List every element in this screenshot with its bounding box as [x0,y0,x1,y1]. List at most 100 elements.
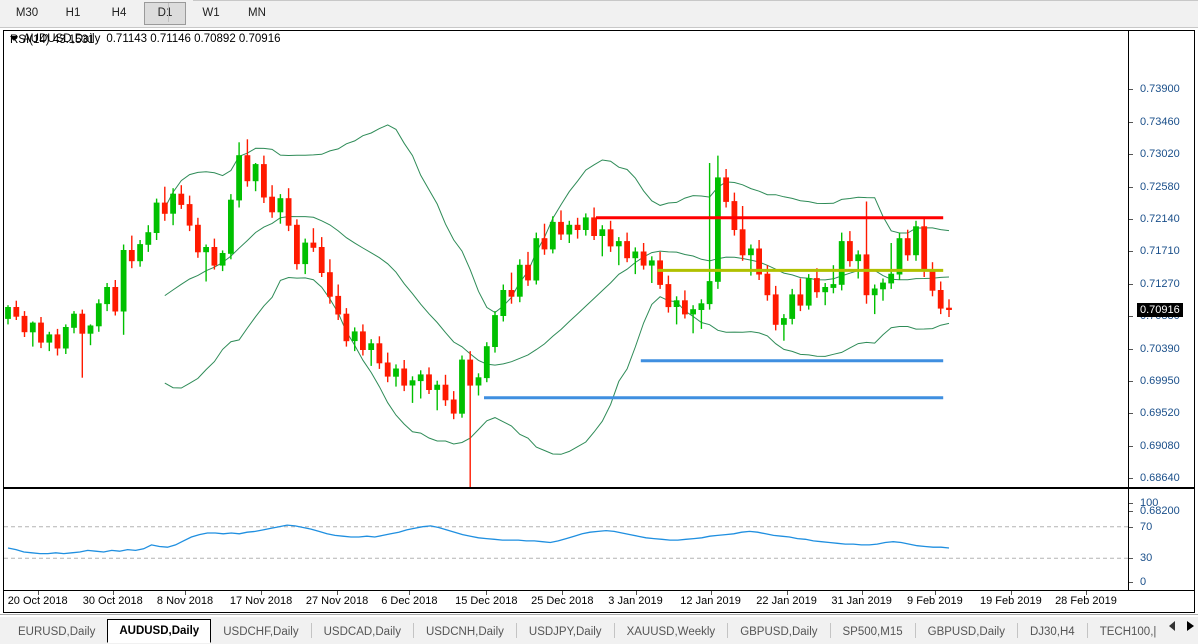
tab-divider [727,623,729,638]
time-axis-label: 28 Feb 2019 [1055,595,1117,607]
chart-canvas-window[interactable]: AUDUSD,Daily 0.71143 0.71146 0.70892 0.70… [3,30,1195,613]
chart-tab-eurusd-daily[interactable]: EURUSD,Daily [18,625,96,638]
tabbar-top-rule [0,614,1198,615]
rsi-axis-label: 100 [1140,497,1159,509]
tab-scroll-controls[interactable] [1169,621,1194,631]
time-axis-label: 6 Dec 2018 [381,595,438,607]
time-axis-tick [786,591,788,595]
chart-tab-audusd-daily[interactable]: AUDUSD,Daily [107,619,212,643]
price-axis-tick [1128,186,1133,188]
chart-tab-usdcad-daily[interactable]: USDCAD,Daily [323,625,401,638]
price-axis-label: 0.71710 [1140,245,1180,258]
chart-tab-gbpusd-daily[interactable]: GBPUSD,Daily [927,625,1005,638]
rsi-axis-label: 30 [1140,552,1153,565]
price-axis-tick [1128,413,1133,415]
tab-divider [613,623,615,638]
timeframe-button-mn[interactable]: MN [248,7,266,19]
time-axis-label: 27 Nov 2018 [305,595,369,607]
time-axis-tick [337,591,339,595]
price-axis-label: 0.73900 [1140,83,1180,95]
chart-tab-xauusd-weekly[interactable]: XAUUSD,Weekly [626,625,716,638]
time-axis-tick [934,591,936,595]
scroll-left-icon[interactable] [1169,621,1175,631]
price-axis-tick [1128,381,1133,383]
time-axis-label: 20 Oct 2018 [7,595,68,607]
time-axis-label: 25 Dec 2018 [531,595,594,607]
collapse-arrow-icon[interactable] [10,36,18,42]
chart-tab-usdchf-daily[interactable]: USDCHF,Daily [223,625,299,638]
time-axis-tick [635,591,637,595]
chart-tab-sp500-m15[interactable]: SP500,M15 [842,625,903,638]
time-axis-tick [710,591,712,595]
time-axis: 20 Oct 2018 30 Oct 2018 8 Nov 2018 17 Nov 2… [4,591,1194,612]
toolbar-divider [168,3,169,22]
price-axis-label: 0.69520 [1140,407,1180,420]
price-axis-tick [1128,251,1133,253]
rsi-axis-tick [1128,503,1133,504]
price-chart-svg [5,124,952,487]
pane-divider [4,487,1194,489]
bollinger-band-middle [164,215,950,366]
tab-divider [829,623,831,638]
tab-divider [914,623,916,638]
chart-tab-gbpusd-daily[interactable]: GBPUSD,Daily [740,625,818,638]
rsi-axis-tick [1128,558,1133,560]
tab-divider [1086,623,1088,638]
price-axis-label: 0.68200 [1140,505,1180,517]
price-axis-label: 0.72580 [1140,180,1180,193]
time-axis-label: 17 Nov 2018 [229,595,293,607]
timeframe-button-h4[interactable]: H4 [111,7,127,19]
rsi-axis-tick [1128,582,1133,583]
rsi-line [7,524,950,555]
chart-tab-usdcnh-daily[interactable]: USDCNH,Daily [425,625,504,638]
chart-tab-usdjpy-daily[interactable]: USDJPY,Daily [528,625,602,638]
tab-divider [1016,623,1018,638]
current-price-badge: 0.70916 [1137,302,1183,317]
price-axis-tick [1128,219,1133,221]
timeframe-button-d1[interactable]: D1 [144,2,186,25]
chart-tab-tech100[interactable]: TECH100,| [1099,625,1157,638]
time-axis-label: 12 Jan 2019 [680,595,741,607]
time-axis-label: 30 Oct 2018 [82,595,143,607]
bollinger-band-lower [164,276,950,455]
price-pane[interactable] [4,31,1194,487]
chart-tab-dj30-h4[interactable]: DJ30,H4 [1029,625,1075,638]
time-axis-divider [4,590,1194,591]
price-axis-label: 0.70390 [1140,342,1180,355]
rsi-axis-tick [1128,526,1133,528]
price-axis-tick [1128,316,1133,318]
time-axis-tick [112,591,114,595]
timeframe-button-h1[interactable]: H1 [65,7,81,19]
price-axis-tick [1128,283,1133,285]
timeframe-toolbar: M30 H1 H4 D1 W1 MN [0,0,1198,28]
price-axis-label: 0.73020 [1140,148,1180,161]
bollinger-band-upper [164,124,950,314]
rsi-pane[interactable] [4,489,1194,590]
rsi-axis-label: 0 [1140,576,1147,588]
time-axis-label: 22 Jan 2019 [756,595,817,607]
price-axis-label: 0.69080 [1140,439,1180,452]
time-axis-tick [1085,591,1087,595]
price-axis-tick [1128,121,1133,123]
toolbar-top-rule [193,0,1198,1]
price-axis-separator [1128,31,1129,590]
chart-symbol-label: AUDUSD,Daily [23,33,101,45]
timeframe-button-m30[interactable]: M30 [15,7,39,19]
timeframe-button-w1[interactable]: W1 [202,7,220,19]
price-axis-label: 0.72140 [1140,213,1180,226]
price-axis-label: 0.73460 [1140,115,1180,128]
time-axis-label: 15 Dec 2018 [455,595,518,607]
time-axis-tick [185,591,187,595]
time-axis-tick [562,591,564,595]
rsi-axis-label: 70 [1140,520,1153,533]
time-axis-label: 8 Nov 2018 [156,595,214,607]
rsi-chart-svg [4,524,1128,559]
price-axis-label: 0.71270 [1140,277,1180,290]
time-axis-tick [37,591,39,595]
scroll-right-icon[interactable] [1187,621,1194,631]
time-axis-label: 19 Feb 2019 [979,595,1042,607]
price-axis-tick [1128,478,1133,480]
tab-divider [310,623,312,638]
timeframe-button-group: M30 H1 H4 D1 W1 MN [4,1,280,26]
